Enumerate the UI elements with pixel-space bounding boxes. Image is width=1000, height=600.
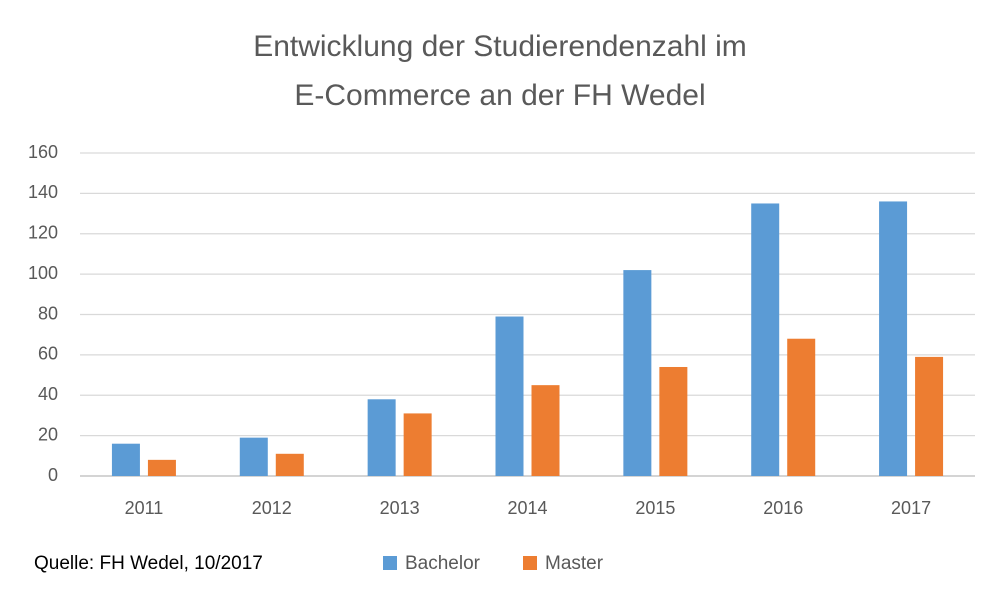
bar	[787, 338, 816, 476]
x-tick-label: 2012	[252, 498, 292, 518]
y-tick-label: 100	[28, 263, 58, 283]
bar	[659, 366, 688, 476]
bar	[275, 453, 304, 476]
legend-swatch	[523, 556, 537, 570]
chart-title: E-Commerce an der FH Wedel	[294, 79, 705, 112]
source-note: Quelle: FH Wedel, 10/2017	[34, 553, 263, 574]
bar	[879, 201, 908, 476]
bar	[403, 413, 432, 476]
x-tick-label: 2011	[125, 498, 164, 518]
y-tick-label: 60	[38, 344, 58, 364]
chart-title: Entwicklung der Studierendenzahl im	[253, 30, 747, 63]
bar	[147, 459, 176, 476]
y-tick-label: 20	[38, 424, 58, 444]
x-tick-label: 2017	[891, 498, 931, 518]
x-tick-label: 2014	[507, 498, 547, 518]
legend-label: Bachelor	[405, 553, 481, 574]
y-tick-label: 140	[28, 182, 58, 202]
bar	[751, 203, 780, 476]
bar	[531, 385, 560, 476]
bar	[623, 270, 652, 476]
x-tick-label: 2015	[635, 498, 675, 518]
y-tick-label: 120	[28, 223, 58, 243]
y-tick-label: 0	[48, 465, 58, 485]
bar	[915, 356, 944, 476]
y-tick-label: 80	[38, 303, 58, 323]
bar	[367, 399, 396, 476]
legend-swatch	[383, 556, 397, 570]
y-tick-label: 40	[38, 384, 58, 404]
bar	[111, 443, 140, 476]
legend-label: Master	[545, 553, 604, 574]
y-tick-label: 160	[28, 142, 58, 162]
bar	[495, 316, 524, 476]
bar	[239, 437, 268, 476]
x-tick-label: 2016	[763, 498, 803, 518]
x-tick-label: 2013	[380, 498, 420, 518]
